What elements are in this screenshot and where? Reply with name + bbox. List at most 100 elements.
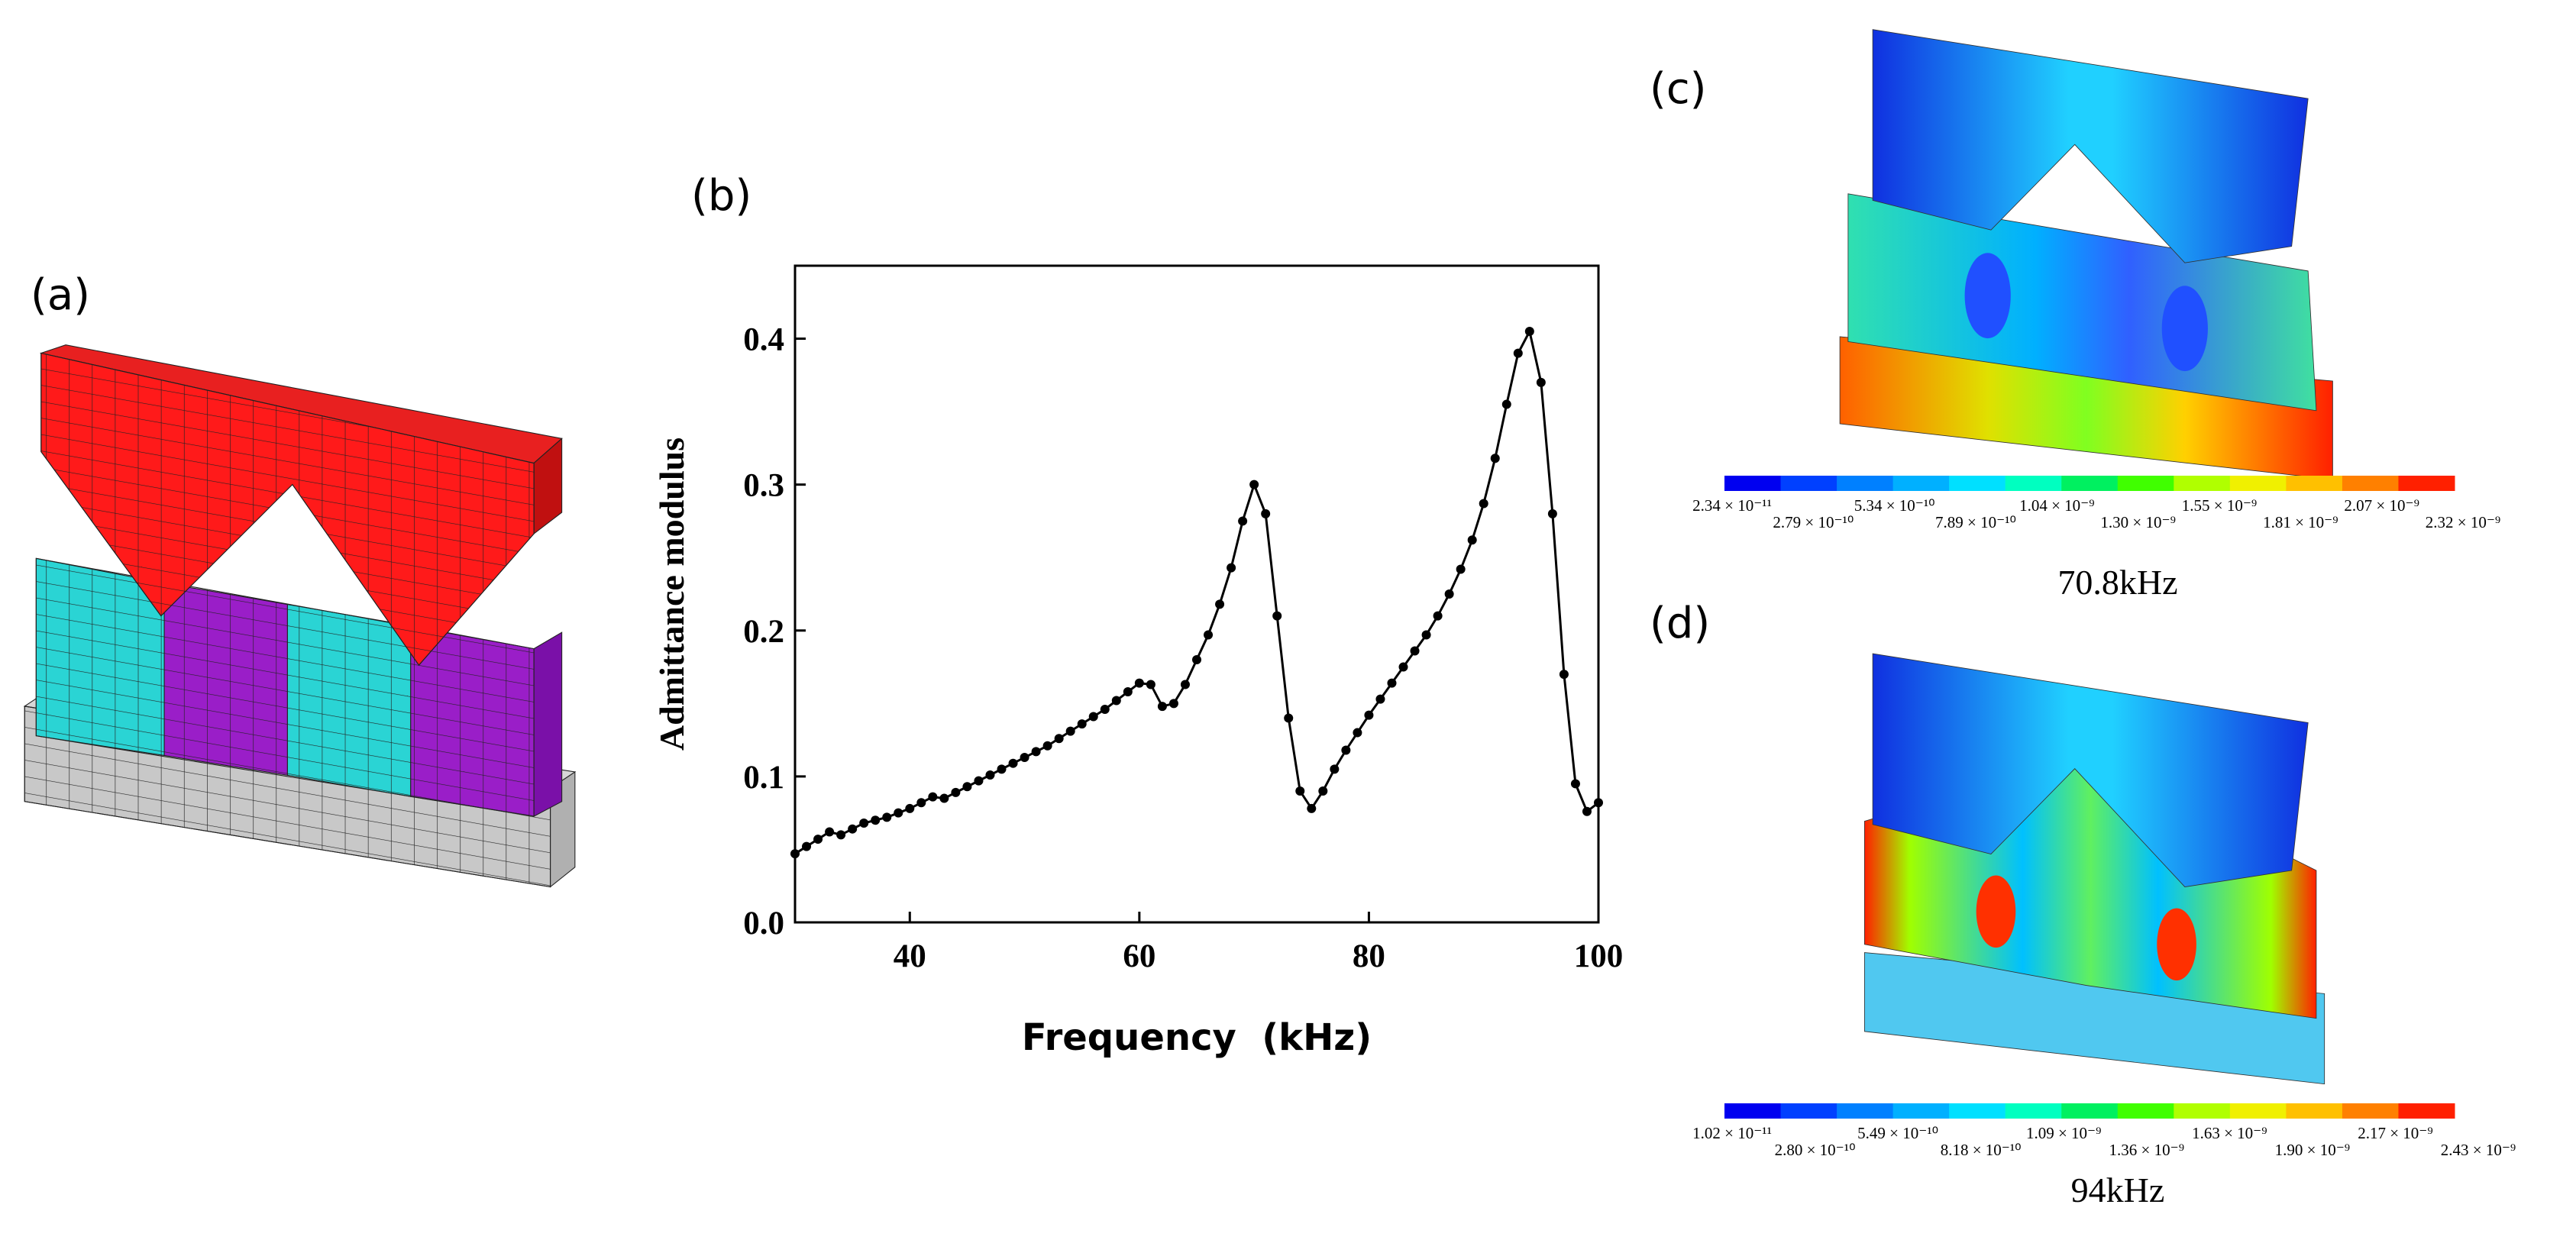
marker xyxy=(1456,564,1466,574)
marker xyxy=(1341,745,1351,755)
colorbar-band xyxy=(2342,476,2399,491)
colorbar-band xyxy=(2229,476,2287,491)
mesh-model xyxy=(23,344,577,888)
colorbar-label: 1.90 × 10⁻⁹ xyxy=(2275,1141,2351,1159)
colorbar-label: 2.17 × 10⁻⁹ xyxy=(2358,1124,2433,1142)
y-tick-label: 0.0 xyxy=(743,906,784,941)
marker xyxy=(1421,630,1431,640)
marker xyxy=(1490,454,1500,463)
colorbar-label: 2.07 × 10⁻⁹ xyxy=(2344,496,2419,515)
marker xyxy=(1330,764,1340,774)
marker xyxy=(997,764,1007,774)
colorbar-band xyxy=(1724,476,1782,491)
marker xyxy=(825,827,835,837)
colorbar-band xyxy=(1780,1103,1837,1119)
marker xyxy=(813,835,823,844)
marker xyxy=(1249,480,1259,489)
panel-label: (c) xyxy=(1650,64,1706,114)
marker xyxy=(1570,779,1580,789)
colorbar-band xyxy=(2117,1103,2174,1119)
colorbar-label: 1.02 × 10⁻¹¹ xyxy=(1692,1124,1772,1142)
y-tick-label: 0.4 xyxy=(743,322,784,358)
colorbar-label: 1.09 × 10⁻⁹ xyxy=(2026,1124,2102,1142)
marker xyxy=(1146,680,1155,689)
marker xyxy=(1284,713,1294,723)
colorbar: 2.34 × 10⁻¹¹2.79 × 10⁻¹⁰5.34 × 10⁻¹⁰7.89… xyxy=(1692,476,2500,531)
marker xyxy=(1501,399,1511,409)
colorbar-label: 1.30 × 10⁻⁹ xyxy=(2100,513,2176,531)
marker xyxy=(939,793,949,803)
colorbar-band xyxy=(1892,1103,1950,1119)
colorbar-band xyxy=(2005,1103,2062,1119)
marker xyxy=(1295,786,1305,796)
colorbar-band xyxy=(2061,476,2119,491)
marker xyxy=(1318,786,1328,796)
marker xyxy=(1353,728,1362,738)
marker xyxy=(790,849,800,859)
colorbar-band xyxy=(2286,1103,2343,1119)
y-tick-label: 0.2 xyxy=(743,614,784,650)
marker xyxy=(871,815,881,825)
marker xyxy=(859,819,869,828)
marker xyxy=(1123,687,1133,697)
marker xyxy=(836,830,846,840)
marker xyxy=(1031,747,1041,757)
colorbar-label: 1.55 × 10⁻⁹ xyxy=(2182,496,2258,515)
marker xyxy=(974,776,984,786)
y-axis-label: Admittance modulus xyxy=(652,438,691,751)
marker xyxy=(1559,670,1569,680)
marker xyxy=(1547,509,1557,518)
marker xyxy=(1192,655,1201,664)
colorbar-label: 2.34 × 10⁻¹¹ xyxy=(1692,496,1772,515)
colorbar-band xyxy=(1892,476,1950,491)
y-tick-label: 0.3 xyxy=(743,468,784,504)
marker xyxy=(1467,535,1477,545)
marker xyxy=(1375,694,1385,704)
x-tick-label: 100 xyxy=(1574,938,1624,974)
colorbar-band xyxy=(1724,1103,1782,1119)
plot-frame xyxy=(793,264,1600,924)
colorbar-band xyxy=(2286,476,2343,491)
panel-label: (d) xyxy=(1650,599,1710,648)
x-tick-label: 40 xyxy=(894,938,926,974)
colorbar-label: 7.89 × 10⁻¹⁰ xyxy=(1935,513,2016,531)
marker xyxy=(916,798,926,808)
colorbar-band xyxy=(2342,1103,2399,1119)
colorbar-label: 5.34 × 10⁻¹⁰ xyxy=(1854,496,1935,515)
colorbar-band xyxy=(1949,1103,2006,1119)
x-tick-label: 60 xyxy=(1123,938,1155,974)
marker xyxy=(1054,734,1064,744)
marker xyxy=(905,803,915,813)
marker xyxy=(1307,803,1317,813)
colorbar-band xyxy=(1837,476,1894,491)
marker xyxy=(928,792,938,802)
colorbar-band xyxy=(2398,1103,2455,1119)
colorbar-label: 2.32 × 10⁻⁹ xyxy=(2426,513,2501,531)
colorbar-label: 2.43 × 10⁻⁹ xyxy=(2441,1141,2516,1159)
marker xyxy=(1364,710,1374,720)
colorbar-label: 5.49 × 10⁻¹⁰ xyxy=(1857,1124,1938,1142)
marker xyxy=(802,841,812,851)
marker xyxy=(1088,712,1098,722)
marker xyxy=(1008,758,1018,768)
colorbar-label: 8.18 × 10⁻¹⁰ xyxy=(1941,1141,2022,1159)
colorbar-band xyxy=(2117,476,2174,491)
marker xyxy=(951,787,961,797)
marker xyxy=(1398,662,1408,672)
contour-plot xyxy=(1863,653,2326,1085)
marker xyxy=(1582,806,1592,816)
marker xyxy=(1020,753,1029,763)
colorbar-label: 1.63 × 10⁻⁹ xyxy=(2192,1124,2267,1142)
marker xyxy=(894,808,903,818)
marker xyxy=(1238,516,1248,526)
marker xyxy=(1215,599,1225,609)
marker xyxy=(1065,726,1075,736)
marker xyxy=(1042,741,1052,751)
colorbar-band xyxy=(2174,476,2231,491)
marker xyxy=(985,770,995,780)
marker xyxy=(1524,327,1534,336)
marker xyxy=(1261,509,1271,518)
marker xyxy=(1111,696,1121,706)
panel-label: (b) xyxy=(691,171,751,221)
marker xyxy=(1513,348,1523,358)
